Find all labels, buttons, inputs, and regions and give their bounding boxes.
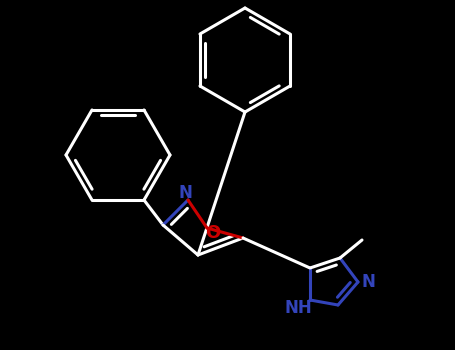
Text: N: N bbox=[361, 273, 375, 291]
Text: NH: NH bbox=[284, 299, 312, 317]
Text: O: O bbox=[205, 224, 221, 242]
Text: N: N bbox=[178, 184, 192, 202]
